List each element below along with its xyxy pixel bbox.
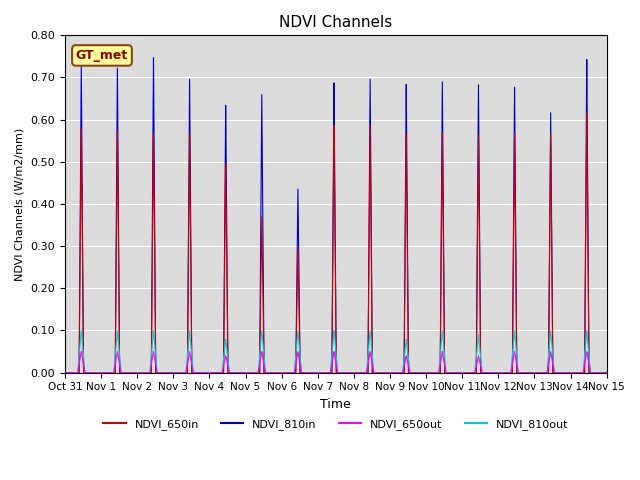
Y-axis label: NDVI Channels (W/m2/mm): NDVI Channels (W/m2/mm) bbox=[15, 127, 25, 281]
Title: NDVI Channels: NDVI Channels bbox=[279, 15, 392, 30]
Text: GT_met: GT_met bbox=[76, 49, 128, 62]
Legend: NDVI_650in, NDVI_810in, NDVI_650out, NDVI_810out: NDVI_650in, NDVI_810in, NDVI_650out, NDV… bbox=[99, 415, 573, 434]
X-axis label: Time: Time bbox=[321, 398, 351, 411]
